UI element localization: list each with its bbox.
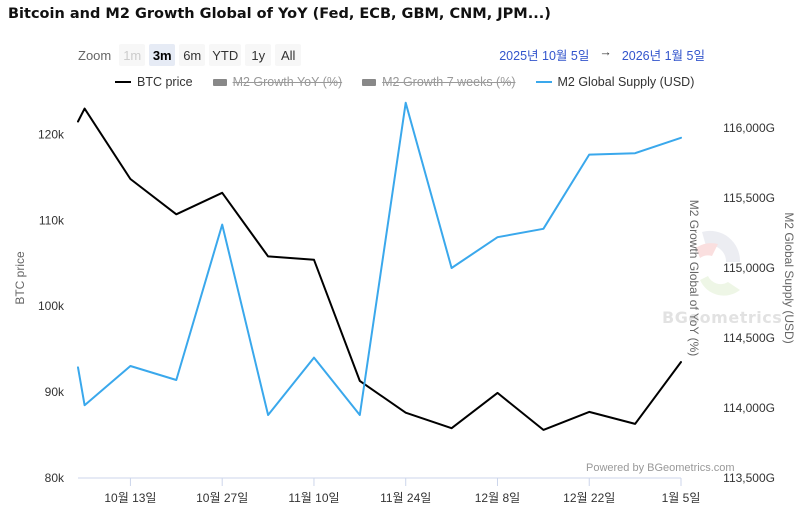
y-left-tick-label: 100k <box>38 299 65 313</box>
zoom-6m-button[interactable]: 6m <box>179 44 206 66</box>
x-tick-label: 11월 10일 <box>288 491 339 505</box>
y-right-tick-label: 113,500G <box>723 471 775 485</box>
x-tick-label: 12월 22일 <box>563 491 615 505</box>
x-tick-label: 12월 8일 <box>475 491 520 505</box>
legend-item-m2-global-supply[interactable]: M2 Global Supply (USD) <box>535 75 695 89</box>
zoom-3m-button[interactable]: 3m <box>149 44 176 66</box>
range-from-date[interactable]: 2025년 10월 5일 <box>499 49 590 63</box>
zoom-bar: Zoom 1m 3m 6m YTD 1y All <box>78 44 302 66</box>
zoom-1y-button[interactable]: 1y <box>245 44 272 66</box>
range-to-date[interactable]: 2026년 1월 5일 <box>621 49 705 63</box>
legend-label: M2 Growth 7 weeks (%) <box>382 75 516 89</box>
legend-item-m2-growth-yoy[interactable]: M2 Growth YoY (%) <box>212 75 343 89</box>
legend-line-swatch <box>115 81 131 83</box>
legend-bar-swatch <box>362 78 377 86</box>
y-right-tick-label: 115,000G <box>723 261 775 275</box>
watermark: BGeometrics <box>662 308 783 327</box>
chart-title: Bitcoin and M2 Growth Global of YoY (Fed… <box>8 6 551 22</box>
y-left-tick-label: 90k <box>45 385 65 399</box>
zoom-all-button[interactable]: All <box>275 44 302 66</box>
y-right-inner-axis-title: M2 Growth Global of YoY (%) <box>687 200 701 357</box>
legend-label: BTC price <box>137 75 193 89</box>
credits-link[interactable]: Powered by BGeometrics.com <box>586 462 735 474</box>
legend-item-btc-price[interactable]: BTC price <box>115 75 193 89</box>
x-tick-label: 1월 5일 <box>662 491 701 505</box>
legend-item-m2-growth-7-weeks[interactable]: M2 Growth 7 weeks (%) <box>362 75 516 89</box>
x-tick-label: 10월 27일 <box>196 491 248 505</box>
legend: BTC price M2 Growth YoY (%) M2 Growth 7 … <box>115 75 694 89</box>
y-right-tick-label: 115,500G <box>723 191 775 205</box>
btc-price-line <box>77 107 682 431</box>
y-right-tick-label: 114,000G <box>723 401 775 415</box>
y-right-tick-label: 116,000G <box>723 121 775 135</box>
legend-line-swatch <box>535 81 552 83</box>
y-left-axis-title: BTC price <box>13 251 27 305</box>
range-arrow: → <box>599 45 612 59</box>
x-tick-label: 10월 13일 <box>104 491 156 505</box>
y-right-axis-title: M2 Global Supply (USD) <box>782 212 796 343</box>
m2-global-supply-line <box>77 101 682 416</box>
legend-bar-swatch <box>212 78 227 86</box>
bgeometrics-logo <box>696 230 741 296</box>
y-left-tick-label: 110k <box>39 213 65 227</box>
zoom-label: Zoom <box>78 47 112 63</box>
y-left-tick-label: 80k <box>45 471 65 485</box>
x-tick-label: 11월 24일 <box>380 491 431 505</box>
zoom-1m-button[interactable]: 1m <box>119 44 146 66</box>
y-right-tick-label: 114,500G <box>723 331 775 345</box>
y-left-tick-label: 120k <box>38 127 65 141</box>
date-range: 2025년 10월 5일 → 2026년 1월 5일 <box>499 45 705 64</box>
legend-label: M2 Growth YoY (%) <box>232 75 343 89</box>
zoom-ytd-button[interactable]: YTD <box>209 44 242 66</box>
legend-label: M2 Global Supply (USD) <box>557 75 695 89</box>
